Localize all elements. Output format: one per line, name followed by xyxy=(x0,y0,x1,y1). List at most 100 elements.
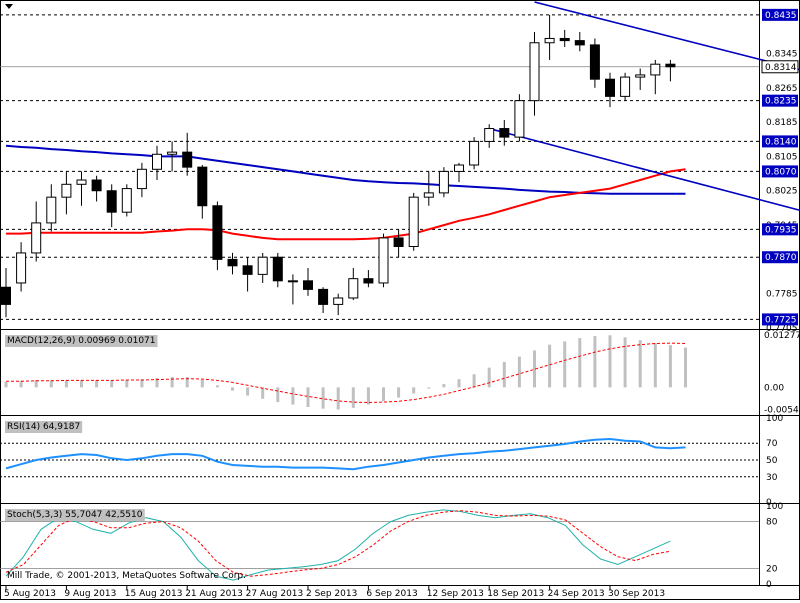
macd-bar xyxy=(261,387,264,398)
candle-body xyxy=(213,206,222,260)
candle xyxy=(92,176,101,202)
candle-body xyxy=(545,38,554,42)
level-tag: 0.7935 xyxy=(762,223,798,235)
level-tag-label: 0.8435 xyxy=(765,11,797,21)
macd-bar xyxy=(125,380,128,387)
candle-body xyxy=(77,180,86,184)
candle xyxy=(32,201,41,261)
macd-bar xyxy=(231,387,234,390)
macd-bar xyxy=(458,379,461,387)
macd-bar xyxy=(337,387,340,409)
x-tick-label: 27 Aug 2013 xyxy=(246,589,304,599)
candle xyxy=(183,133,192,176)
macd-bar xyxy=(609,335,612,387)
level-tag: 0.8140 xyxy=(762,135,798,147)
candle-body xyxy=(288,281,297,282)
candle-body xyxy=(500,129,509,138)
candle xyxy=(77,171,86,205)
macd-bar xyxy=(307,387,310,407)
candle xyxy=(590,38,599,87)
x-tick-label: 24 Sep 2013 xyxy=(548,589,605,599)
macd-bar xyxy=(503,362,506,387)
macd-bar xyxy=(65,380,68,387)
candle xyxy=(122,184,131,216)
level-tag-label: 0.8140 xyxy=(765,137,797,147)
macd-title: MACD(12,26,9) 0.00969 0.01071 xyxy=(7,336,156,346)
macd-tick-label: 0.00 xyxy=(764,383,784,393)
macd-bar xyxy=(563,341,566,387)
price-tick-label: 0.8025 xyxy=(766,187,798,197)
candle xyxy=(470,137,479,169)
candle-body xyxy=(47,197,56,223)
candle-body xyxy=(32,223,41,253)
candle xyxy=(636,68,645,89)
candle-body xyxy=(575,41,584,45)
candle xyxy=(545,15,554,60)
candle xyxy=(575,32,584,51)
macd-bar xyxy=(624,337,627,387)
candle xyxy=(485,124,494,148)
candle-body xyxy=(137,169,146,188)
candle xyxy=(304,268,313,296)
level-tag: 0.8235 xyxy=(762,95,798,107)
price-tick-label: 0.8185 xyxy=(766,118,798,128)
level-tag-label: 0.7870 xyxy=(765,253,797,263)
macd-tick-label: 0.01277 xyxy=(764,331,800,341)
candle-body xyxy=(228,259,237,265)
trendline xyxy=(489,129,800,236)
candle-body xyxy=(198,167,207,206)
candle-body xyxy=(590,45,599,79)
candle-body xyxy=(515,101,524,137)
candle xyxy=(62,171,71,214)
level-tag: 0.8435 xyxy=(762,9,798,21)
candle-body xyxy=(621,77,630,96)
stoch-tick-label: 80 xyxy=(766,518,778,528)
candle xyxy=(439,167,448,197)
candle xyxy=(17,242,26,291)
rsi-tick-label: 70 xyxy=(766,439,778,449)
rsi-tick-label: 30 xyxy=(766,473,778,483)
candle xyxy=(2,268,11,317)
stoch-tick-label: 20 xyxy=(766,564,778,574)
macd-bar xyxy=(201,380,204,387)
macd-bar xyxy=(654,343,657,387)
candle xyxy=(394,229,403,257)
macd-bar xyxy=(593,336,596,387)
candle xyxy=(379,234,388,288)
watermark-text: Mill Trade, © 2001-2013, MetaQuotes Soft… xyxy=(7,571,246,581)
menu-triangle-icon xyxy=(5,4,13,9)
level-tag-label: 0.8070 xyxy=(765,167,797,177)
macd-bar xyxy=(95,380,98,387)
macd-bar xyxy=(291,387,294,404)
candle xyxy=(651,60,660,94)
candle-body xyxy=(243,266,252,275)
candle xyxy=(47,184,56,231)
macd-bar xyxy=(442,384,445,387)
x-tick-label: 15 Aug 2013 xyxy=(125,589,183,599)
macd-bar xyxy=(276,387,279,402)
candle xyxy=(560,30,569,47)
stoch-tick-label: 0 xyxy=(766,580,772,590)
candle-body xyxy=(153,154,162,169)
candle-body xyxy=(424,193,433,197)
candle xyxy=(228,253,237,274)
macd-bar xyxy=(473,374,476,387)
macd-bar xyxy=(397,387,400,397)
candle xyxy=(258,253,267,283)
candle-body xyxy=(379,238,388,283)
x-tick-label: 9 Aug 2013 xyxy=(64,589,116,599)
rsi-tick-label: 100 xyxy=(766,414,783,424)
candle-body xyxy=(183,152,192,167)
candle xyxy=(334,294,343,315)
candle xyxy=(606,73,615,107)
level-tag-label: 0.7725 xyxy=(765,315,797,325)
level-tag: 0.7725 xyxy=(762,313,798,325)
candle-body xyxy=(304,281,313,290)
price-panel[interactable] xyxy=(2,2,800,317)
candle xyxy=(409,193,418,251)
level-tag: 0.7870 xyxy=(762,251,798,263)
candle-body xyxy=(258,257,267,274)
stoch-title: Stoch(5,3,3) 55,7047 42,5510 xyxy=(7,510,143,520)
candle xyxy=(198,165,207,219)
